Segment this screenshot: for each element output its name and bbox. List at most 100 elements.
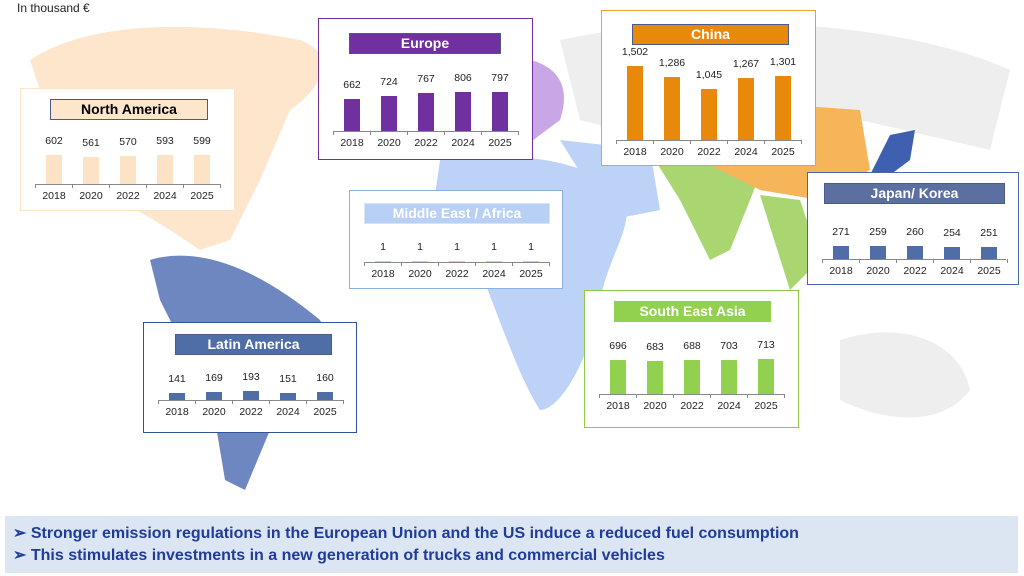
data-label: 1 [528,241,534,253]
x-tick-label: 2022 [414,137,438,149]
x-tick-label: 2024 [940,265,964,277]
bar-group: 1 2018 [363,236,403,280]
bar-group: 599 2025 [182,135,222,202]
x-tick-label: 2020 [377,137,401,149]
bar [317,392,333,400]
region-title: Japan/ Korea [824,183,1005,204]
bar [206,391,222,400]
bar-group: 1,502 2018 [615,46,655,158]
data-label: 806 [454,71,472,84]
data-label: 1 [380,241,386,253]
bar-group: 561 2020 [71,137,111,202]
axis-tick [747,394,748,398]
axis-tick [232,400,233,404]
axis-tick [822,259,823,263]
bar-group: 683 2020 [635,341,675,412]
region-title: North America [50,99,208,120]
axis-tick [195,400,196,404]
bar-group: 724 2020 [369,69,409,149]
axis-tick [970,259,971,263]
bar-group: 141 2018 [157,371,197,418]
bullet-2: ➢ This stimulates investments in a new g… [13,547,665,564]
x-tick-label: 2025 [488,137,512,149]
region-panel-south-east-asia: South East Asia 696 2018 683 2020 688 2022 703 2… [584,290,799,428]
x-tick-label: 2020 [643,400,667,412]
data-label: 1,301 [769,56,797,69]
axis-tick [35,184,36,188]
bar [492,91,508,131]
bar [775,76,791,140]
data-label: 767 [417,73,435,86]
bar [684,360,700,394]
bar [981,246,997,259]
data-label: 260 [906,226,924,239]
bar-group: 1,267 2024 [726,57,766,158]
data-label: 169 [205,371,223,384]
axis-tick [636,394,637,398]
axis-tick [444,131,445,135]
axis-tick [653,140,654,144]
axis-tick [616,140,617,144]
bar [83,156,99,184]
region-panel-china: China 1,502 2018 1,286 2020 1,045 2022 1,267 202… [601,10,816,166]
x-tick-label: 2018 [623,146,647,158]
bar-group: 260 2022 [895,213,935,277]
bar [381,95,397,131]
bar-group: 662 2018 [332,69,372,149]
x-tick-label: 2025 [190,190,214,202]
bar-plot: 1 2018 1 2020 1 2022 1 2024 1 2025 [363,236,550,280]
bullet-1: ➢ Stronger emission regulations in the E… [13,525,799,542]
bar [664,77,680,140]
bar [486,261,502,262]
bar [647,360,663,394]
axis-tick [710,394,711,398]
data-label: 599 [193,134,211,147]
data-label: 602 [45,134,63,147]
data-label: 254 [943,226,961,239]
x-tick-label: 2024 [153,190,177,202]
data-label: 570 [119,136,137,149]
data-label: 696 [609,339,627,352]
data-label: 160 [316,372,334,385]
x-tick-label: 2020 [202,406,226,418]
data-label: 1,286 [658,57,686,69]
data-label: 271 [832,225,850,238]
bar-plot: 696 2018 683 2020 688 2022 703 2024 713 2025 [599,339,786,412]
bar-group: 713 2025 [746,339,786,412]
x-tick-label: 2022 [680,400,704,412]
bar-group: 1 2024 [474,236,514,280]
x-tick-label: 2020 [408,268,432,280]
x-tick-label: 2022 [239,406,263,418]
axis-tick [146,184,147,188]
axis-tick [333,131,334,135]
axis-tick [481,131,482,135]
x-tick-label: 2024 [276,406,300,418]
data-label: 724 [380,75,398,88]
data-label: 1,267 [732,57,760,70]
bar [523,261,539,262]
axis-tick [401,262,402,266]
axis-tick [673,394,674,398]
bar [610,359,626,394]
axis-tick [72,184,73,188]
axis-tick [933,259,934,263]
bar-group: 688 2022 [672,340,712,412]
bar-group: 1 2020 [400,236,440,280]
bar-plot: 141 2018 169 2020 193 2022 151 2024 160 2025 [157,371,344,418]
x-tick-label: 2022 [445,268,469,280]
axis-tick [518,131,519,135]
bar [627,66,643,140]
x-tick-label: 2025 [313,406,337,418]
x-tick-label: 2018 [165,406,189,418]
bar-group: 271 2018 [821,213,861,277]
axis-tick [220,184,221,188]
bar [738,77,754,140]
map-japan-korea [870,130,915,175]
bar-group: 703 2024 [709,340,749,412]
bar [412,261,428,262]
axis-tick [801,140,802,144]
x-tick-label: 2024 [717,400,741,412]
bar-group: 151 2024 [268,371,308,418]
bar [46,154,62,184]
x-tick-label: 2025 [519,268,543,280]
